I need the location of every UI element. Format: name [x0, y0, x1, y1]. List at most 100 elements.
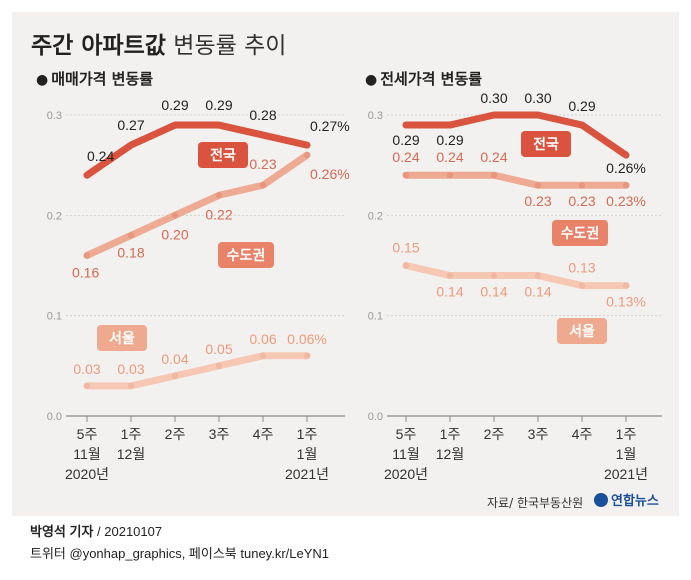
- chart-title-jeonse: ● 전세가격 변동률: [365, 68, 482, 89]
- x-tick-label: 1주: [297, 426, 318, 442]
- series-name-box: [557, 318, 607, 344]
- x-tick-label: 12월: [436, 446, 464, 462]
- series-name-label: 전국: [533, 136, 559, 153]
- y-tick-label: 0.1: [368, 311, 383, 323]
- data-label: 0.04: [161, 351, 188, 367]
- data-label: 0.06%: [287, 331, 327, 347]
- data-label: 0.28: [249, 107, 276, 123]
- series-line-전국: [402, 111, 630, 159]
- data-point: [303, 151, 311, 159]
- data-label: 0.23: [568, 193, 595, 209]
- source-text: 자료/ 한국부동산원: [487, 496, 584, 510]
- y-tick-label: 0.0: [47, 411, 62, 423]
- data-label: 0.20: [161, 226, 188, 242]
- x-tick-label: 4주: [253, 426, 274, 442]
- data-label: 0.26%: [310, 166, 350, 182]
- data-point: [83, 252, 91, 259]
- data-label: 0.24: [87, 148, 114, 164]
- x-tick-label: 3주: [528, 426, 549, 442]
- data-point: [534, 111, 542, 119]
- data-label: 0.24: [436, 149, 463, 165]
- x-tick-label: 1월: [297, 446, 318, 462]
- bullet-icon: ●: [365, 72, 378, 88]
- data-label: 0.23%: [606, 193, 646, 209]
- data-point: [83, 172, 91, 179]
- data-label: 0.23: [524, 193, 551, 209]
- data-point: [534, 272, 542, 279]
- data-point: [446, 172, 454, 179]
- data-point: [578, 182, 586, 189]
- data-point: [446, 121, 454, 129]
- data-label: 0.06: [249, 331, 276, 347]
- x-tick-label: 4주: [572, 426, 593, 442]
- series-name-box: [97, 325, 147, 351]
- bullet-icon: ●: [36, 72, 49, 88]
- data-label: 0.05: [205, 341, 232, 357]
- series-name-label: 서울: [569, 323, 595, 340]
- x-tick-label: 11월: [392, 446, 419, 462]
- credit-social: 트위터 @yonhap_graphics, 페이스북 tuney.kr/LeYN…: [30, 546, 330, 561]
- data-point: [402, 262, 410, 269]
- series-name-label: 서울: [109, 330, 135, 347]
- y-tick-label: 0.2: [47, 210, 62, 222]
- data-point: [578, 282, 586, 289]
- x-tick-label: 2주: [165, 426, 186, 442]
- title-light: 변동률 추이: [165, 33, 287, 59]
- data-point: [490, 272, 498, 279]
- data-point: [171, 212, 179, 219]
- yonhap-logo: 연합뉴스: [594, 490, 659, 509]
- data-point: [490, 172, 498, 179]
- data-point: [303, 141, 311, 149]
- x-tick-label: 1주: [121, 426, 142, 442]
- data-point: [171, 372, 179, 380]
- x-tick-label: 12월: [117, 446, 145, 462]
- series-name-label: 전국: [210, 147, 236, 164]
- series-name-box: [218, 242, 274, 268]
- data-label: 0.29: [161, 97, 188, 113]
- data-label: 0.13: [568, 260, 595, 276]
- data-label: 0.15: [392, 240, 419, 256]
- data-point: [259, 352, 267, 359]
- y-tick-label: 0.1: [47, 311, 62, 323]
- data-label: 0.29: [568, 98, 595, 114]
- data-point: [259, 131, 267, 139]
- title-bold: 주간 아파트값: [31, 33, 166, 59]
- data-point: [259, 182, 267, 189]
- x-tick-label: 1월: [616, 446, 637, 462]
- data-label: 0.14: [436, 284, 463, 300]
- series-line-전국: [83, 121, 311, 179]
- y-tick-label: 0.0: [368, 411, 383, 423]
- data-label: 0.03: [117, 361, 144, 377]
- data-point: [622, 182, 630, 189]
- x-tick-label: 1주: [616, 426, 637, 442]
- x-tick-label: 3주: [209, 426, 230, 442]
- page-title: 주간 아파트값 변동률 추이: [31, 26, 286, 60]
- x-tick-label: 2021년: [285, 466, 329, 482]
- series-name-label: 수도권: [561, 226, 600, 242]
- data-label: 0.13%: [606, 294, 646, 310]
- series-line-수도권: [83, 151, 311, 259]
- x-tick-label: 5주: [77, 426, 98, 442]
- data-label: 0.27: [117, 117, 144, 133]
- data-point: [622, 151, 630, 159]
- yonhap-logo-text: 연합뉴스: [611, 494, 659, 509]
- data-label: 0.30: [480, 90, 507, 106]
- data-point: [303, 352, 311, 359]
- data-label: 0.16: [72, 264, 99, 280]
- series-name-box: [198, 142, 248, 168]
- series-line-수도권: [402, 171, 630, 189]
- y-tick-label: 0.3: [368, 110, 383, 122]
- data-label: 0.30: [524, 90, 551, 106]
- data-point: [446, 272, 454, 279]
- series-name-label: 수도권: [227, 248, 266, 264]
- data-point: [127, 232, 135, 239]
- x-tick-label: 2020년: [384, 466, 428, 482]
- x-tick-label: 2021년: [604, 466, 648, 482]
- data-label: 0.24: [392, 149, 419, 165]
- yonhap-logo-icon: [594, 492, 608, 507]
- data-label: 0.03: [73, 361, 100, 377]
- data-point: [578, 121, 586, 129]
- data-label: 0.14: [480, 284, 507, 300]
- chart-title-sale-text: 매매가격 변동률: [51, 70, 154, 88]
- credit-author: 박영석 기자: [30, 524, 94, 539]
